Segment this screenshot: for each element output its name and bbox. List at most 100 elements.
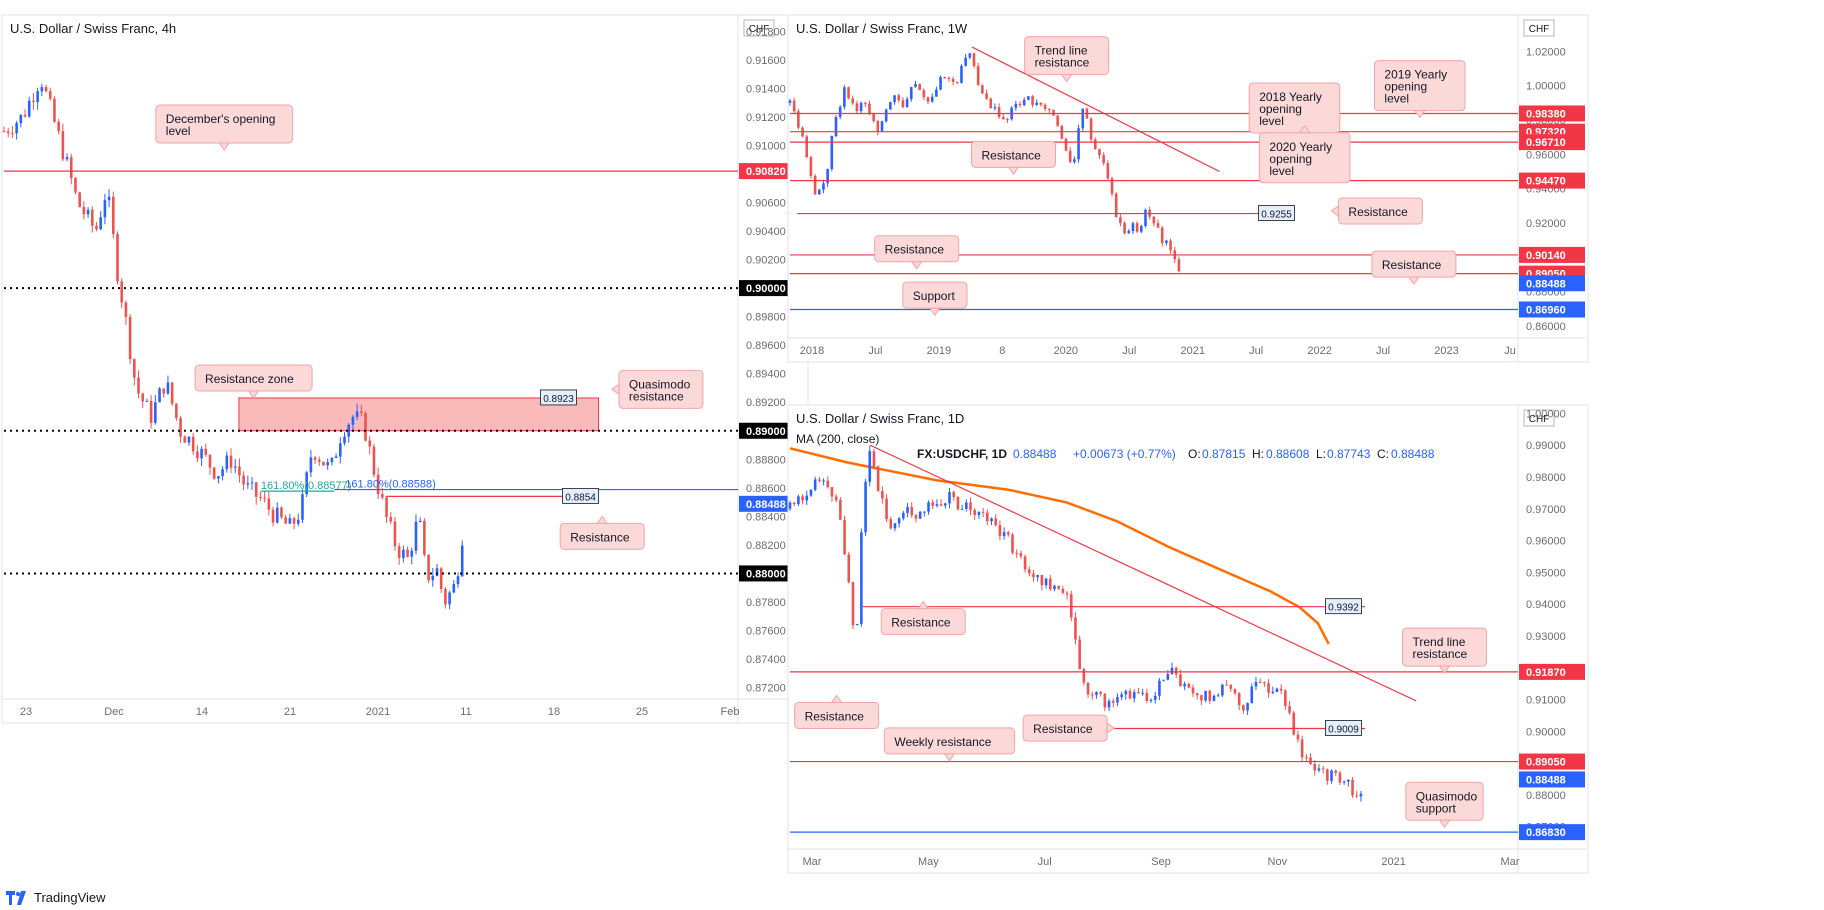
candle-body <box>1093 139 1097 150</box>
callout-label: Weekly resistance <box>883 727 1016 762</box>
ohlc-last: 0.88488 <box>1013 447 1057 461</box>
candle-body <box>1144 209 1147 227</box>
price-tag <box>1519 301 1585 318</box>
candle-body <box>1064 138 1068 151</box>
candle-body <box>1191 687 1195 694</box>
ohlc-symbol: FX:USDCHF, 1D <box>917 447 1007 461</box>
x-tick-label: 14 <box>196 706 208 718</box>
x-tick-label: May <box>918 856 939 868</box>
candle-body <box>1221 684 1224 696</box>
candle-body <box>813 175 817 195</box>
candle-body <box>1170 667 1174 675</box>
candle-body <box>893 95 896 103</box>
candle-body <box>19 114 23 124</box>
candle-body <box>385 497 388 518</box>
candle-body <box>418 520 422 522</box>
panel-1w[interactable]: U.S. Dollar / Swiss Franc, 1W CHF 1.02000 1… <box>787 14 1589 363</box>
x-tick-label: 2019 <box>927 345 951 357</box>
candle-body <box>1047 109 1051 111</box>
candle-body <box>217 476 220 479</box>
ohlc-low: 0.87743 <box>1327 447 1371 461</box>
candle-body <box>826 169 829 184</box>
currency-badge <box>1523 19 1555 37</box>
x-tick-label: 11 <box>460 706 471 718</box>
candle-body <box>1116 697 1119 703</box>
value-box-label: 0.9255 <box>1261 210 1292 221</box>
candle-body <box>6 131 10 134</box>
callout-text: Trend line <box>1035 44 1088 58</box>
candle-body <box>322 461 325 466</box>
candle-body <box>1014 103 1018 108</box>
callout-label: Resistance <box>880 600 966 636</box>
value-box <box>540 389 577 406</box>
candle-body <box>1057 585 1060 589</box>
candle-body <box>876 466 880 492</box>
candle-body <box>154 402 157 423</box>
candle-body <box>989 98 993 109</box>
candle-body <box>44 87 48 92</box>
candle-body <box>1160 227 1164 244</box>
callout-pointer <box>830 694 843 703</box>
candle-body <box>855 623 859 626</box>
currency-badge <box>743 19 775 37</box>
chart-title: U.S. Dollar / Swiss Franc, 4h <box>10 21 176 36</box>
candle-body <box>95 225 98 230</box>
candle-body <box>187 436 191 443</box>
y-tick-label: 0.91200 <box>746 112 786 124</box>
ma-legend: MA (200, close) <box>796 432 879 446</box>
candle-body <box>191 436 195 452</box>
candle-body <box>1300 739 1304 758</box>
candle-body <box>1153 695 1157 700</box>
candle-body <box>839 500 842 520</box>
candle-body <box>61 131 65 160</box>
candle-body <box>960 508 964 510</box>
candle-body <box>1233 688 1237 694</box>
candle-body <box>976 65 980 86</box>
value-box-label: 0.9009 <box>1328 724 1359 735</box>
candle-body <box>1313 763 1317 771</box>
candle-body <box>212 467 216 479</box>
candle-body <box>376 474 380 495</box>
candle-body <box>149 400 153 423</box>
callout-pointer <box>943 753 956 762</box>
candle-body <box>1001 116 1005 120</box>
y-tick-label: 0.94000 <box>1526 599 1566 611</box>
callout-pointer <box>928 307 941 316</box>
candle-body <box>884 109 888 122</box>
candle-body <box>918 511 922 519</box>
tradingview-logo[interactable]: TradingView <box>6 890 106 905</box>
candle-body <box>851 582 855 626</box>
y-tick-label: 0.91000 <box>1526 695 1566 707</box>
callout-text: 2018 Yearly <box>1259 90 1322 104</box>
candle-body <box>69 157 73 179</box>
candle-body <box>817 189 821 195</box>
candle-body <box>162 388 166 394</box>
fib-extension-label: 161.80%(0.88577) <box>261 480 352 492</box>
candle-body <box>439 568 443 590</box>
candle-body <box>48 91 52 99</box>
candle-body <box>1011 534 1014 553</box>
candle-body <box>826 480 830 488</box>
callout-text: resistance <box>1412 647 1467 661</box>
candle-body <box>931 502 935 506</box>
x-tick-label: 18 <box>548 706 560 718</box>
candle-body <box>229 455 233 468</box>
candle-body <box>1279 688 1283 691</box>
price-tag-label: 0.90820 <box>746 166 786 178</box>
candle-body <box>330 457 334 463</box>
callout-text: opening <box>1259 102 1302 116</box>
callout-text: opening <box>1384 80 1427 94</box>
candle-body <box>1131 223 1135 232</box>
footer: TradingView <box>0 884 1824 910</box>
candle-body <box>834 116 838 137</box>
candle-body <box>397 546 401 559</box>
candle-body <box>889 519 893 529</box>
price-tag-label: 0.88488 <box>1526 774 1566 786</box>
candle-body <box>985 93 988 99</box>
candle-body <box>893 523 897 529</box>
candle-body <box>952 491 956 498</box>
